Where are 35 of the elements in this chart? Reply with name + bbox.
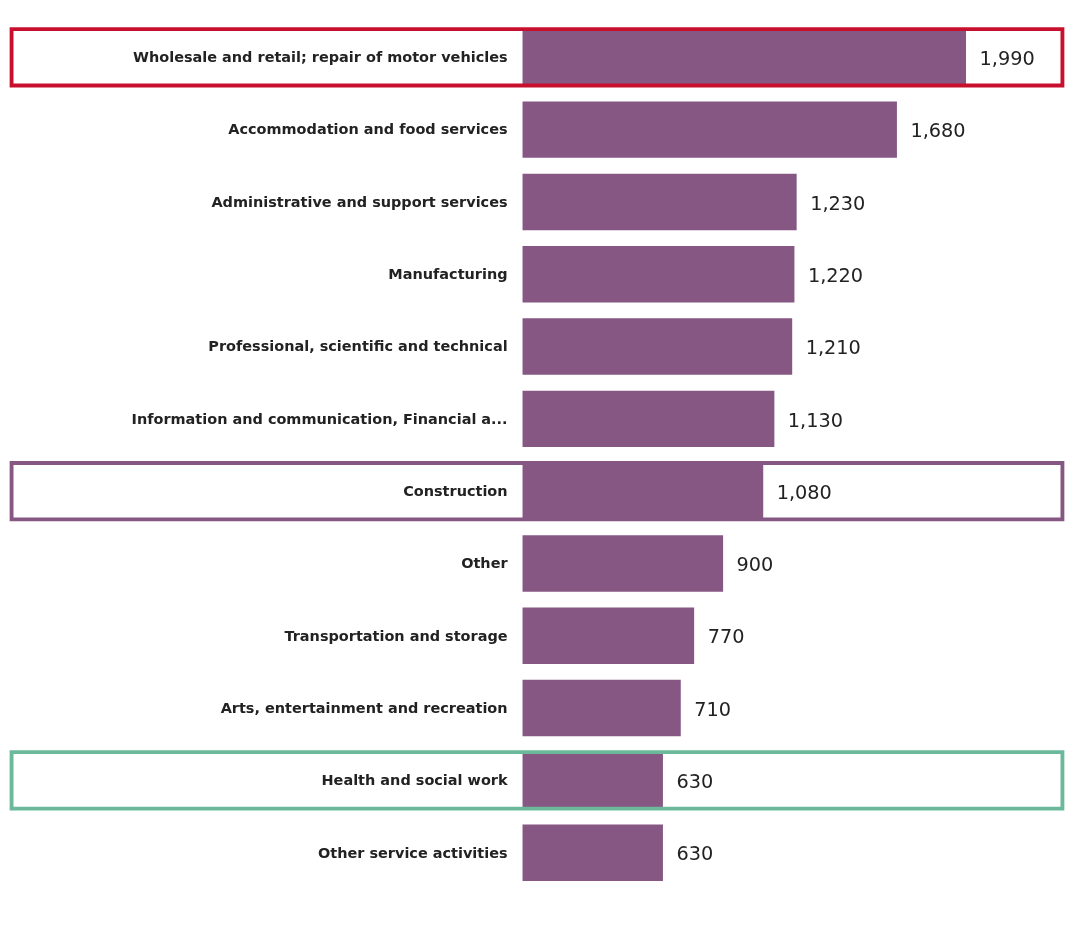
y-tick-label: Other [461, 555, 509, 572]
y-tick-label: Professional, scientific and technical [208, 338, 508, 355]
y-tick-label: Administrative and support services [211, 193, 508, 210]
y-tick-label: Transportation and storage [284, 627, 508, 644]
data-label: 1,130 [787, 408, 844, 432]
bar [522, 824, 663, 881]
y-tick-label: Manufacturing [388, 266, 508, 283]
data-label: 630 [676, 842, 714, 866]
y-tick-label: Construction [403, 482, 508, 499]
data-label: 710 [694, 697, 732, 721]
bar [522, 679, 681, 737]
bar [522, 246, 795, 303]
data-label: 900 [736, 553, 774, 577]
bar [522, 752, 663, 809]
bar [522, 535, 724, 592]
data-label: 770 [707, 625, 745, 649]
bar [522, 390, 775, 448]
data-label: 1,990 [979, 47, 1035, 71]
y-tick-label: Wholesale and retail; repair of motor vehicles [133, 49, 508, 66]
y-tick-label: Arts, entertainment and recreation [220, 699, 508, 716]
data-label: 1,080 [776, 480, 832, 504]
data-label: 1,210 [805, 336, 861, 360]
y-tick-label: Health and social work [321, 772, 508, 789]
bar [522, 29, 967, 86]
bar [522, 101, 897, 158]
data-label: 1,680 [910, 119, 966, 143]
bar [522, 607, 695, 664]
y-tick-label: Information and communication, Financial a... [131, 410, 508, 427]
bar [522, 173, 797, 231]
data-label: 630 [676, 770, 714, 794]
data-label: 1,230 [810, 191, 866, 215]
y-tick-label: Accommodation and food services [228, 121, 508, 138]
y-tick-label: Other service activities [318, 844, 508, 861]
data-label: 1,220 [807, 263, 864, 287]
bar [522, 318, 793, 375]
